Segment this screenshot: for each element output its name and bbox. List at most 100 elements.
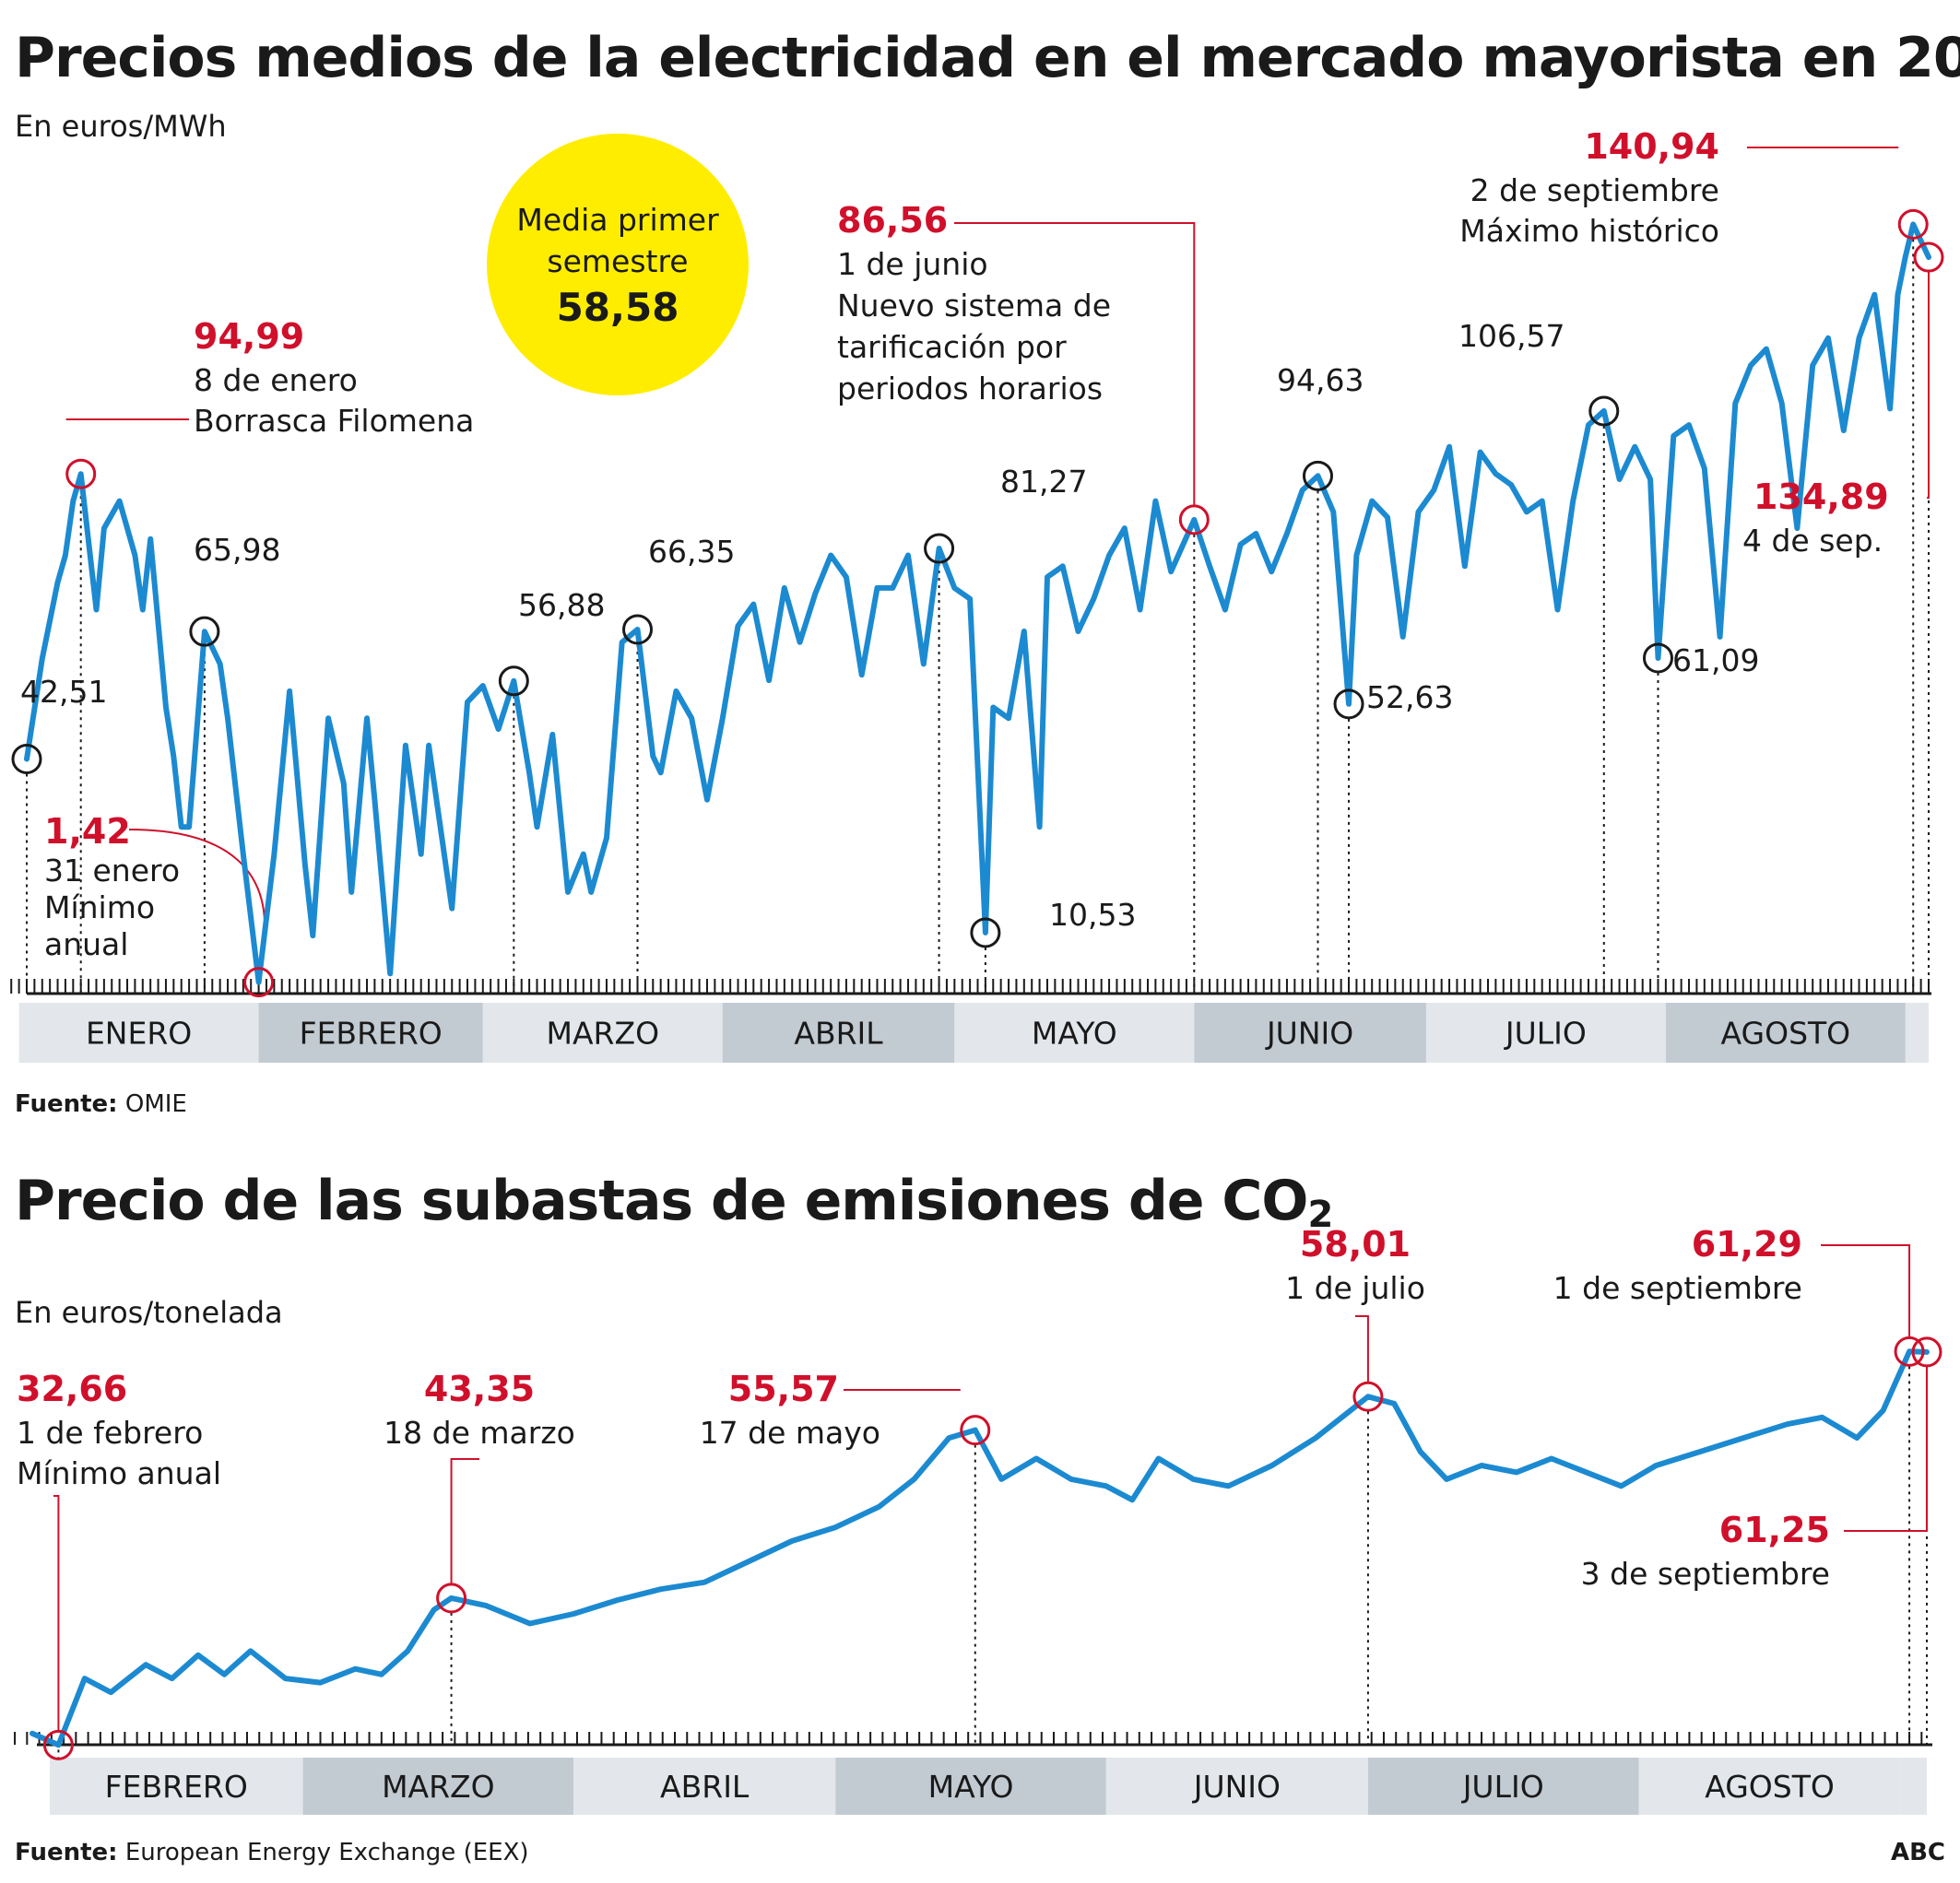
source-value: European Energy Exchange (EEX) — [124, 1839, 529, 1866]
leader-line — [1355, 1315, 1369, 1383]
month-band — [1194, 1003, 1426, 1063]
month-label: JULIO — [1504, 1016, 1587, 1052]
annotation-value: 1,42 — [44, 811, 131, 852]
month-label: MARZO — [546, 1016, 659, 1052]
chart2-unit: En euros/tonelada — [15, 1295, 283, 1330]
month-band — [49, 1758, 303, 1815]
point-marker — [1642, 642, 1673, 674]
highlight-marker — [1894, 1336, 1925, 1367]
average-bubble — [487, 134, 749, 395]
month-band — [258, 1003, 483, 1063]
month-band — [1425, 1003, 1666, 1063]
month-band — [1367, 1758, 1639, 1815]
bubble-line1: Media primer — [516, 202, 719, 238]
leader-line — [53, 1495, 60, 1731]
leader-lines — [65, 147, 1930, 968]
value-label: 66,35 — [648, 534, 735, 570]
source-value: OMIE — [124, 1090, 187, 1118]
highlight-marker — [436, 1583, 467, 1614]
point-marker — [11, 743, 42, 774]
month-band — [573, 1758, 836, 1815]
month-label: FEBRERO — [300, 1016, 443, 1052]
source-label: Fuente: — [15, 1090, 118, 1118]
annotation-text: Borrasca Filomena — [194, 403, 474, 439]
month-label: MAYO — [928, 1769, 1014, 1805]
value-label: 56,88 — [518, 587, 605, 623]
highlight-marker — [42, 1729, 74, 1760]
point-marker — [189, 616, 220, 647]
month-band — [954, 1003, 1195, 1063]
month-band — [302, 1758, 574, 1815]
annotation-text: 31 enero — [44, 853, 180, 889]
point-marker — [970, 917, 1001, 948]
annotation-text: 18 de marzo — [384, 1415, 575, 1451]
publisher-logo: ABC — [1890, 1839, 1945, 1866]
annotation-text: anual — [44, 926, 128, 962]
month-band — [1905, 1003, 1929, 1063]
month-band — [1900, 1758, 1927, 1815]
annotation-value: 86,56 — [837, 200, 948, 241]
annotation-text: 17 de mayo — [700, 1415, 880, 1451]
chart2-title-text: Precio de las subastas de emisiones de C… — [15, 1169, 1308, 1233]
highlight-marker — [1897, 208, 1929, 240]
annotation-text: 3 de septiembre — [1581, 1556, 1830, 1592]
month-band — [1665, 1003, 1906, 1063]
co2-price-line — [30, 1348, 1930, 1748]
month-bands: ENERO FEBRERO MARZO ABRIL MAYO JUNIO JULIO AGOS… — [18, 1003, 1929, 1063]
month-label: JUNIO — [1265, 1016, 1353, 1052]
highlight-marker — [243, 967, 275, 998]
month-bands: FEBRERO MARZO ABRIL MAYO JUNIO JULIO AGOSTO — [49, 1758, 1927, 1815]
month-label: ABRIL — [794, 1016, 883, 1052]
point-markers — [42, 1336, 1942, 1760]
value-label: 61,09 — [1672, 642, 1759, 678]
highlight-marker — [1911, 1336, 1942, 1368]
bubble-value: 58,58 — [557, 285, 679, 330]
value-label: 94,63 — [1277, 362, 1364, 398]
annotation-text: tarificación por — [837, 329, 1067, 365]
value-label: 65,98 — [194, 532, 280, 568]
month-label: JUNIO — [1192, 1769, 1281, 1805]
point-marker — [1333, 688, 1364, 720]
month-label: MARZO — [382, 1769, 495, 1805]
month-band — [1638, 1758, 1901, 1815]
value-label: 52,63 — [1366, 679, 1453, 715]
annotation-value: 61,25 — [1719, 1510, 1830, 1550]
point-marker — [498, 665, 529, 697]
annotation-value: 58,01 — [1300, 1224, 1411, 1265]
annotation-value: 134,89 — [1753, 477, 1889, 517]
annotation-text: 1 de julio — [1285, 1270, 1425, 1306]
month-band — [722, 1003, 955, 1063]
point-marker — [924, 533, 955, 564]
highlight-marker — [1178, 504, 1210, 535]
chart1-source: Fuente: OMIE — [15, 1090, 187, 1118]
month-label: AGOSTO — [1721, 1016, 1851, 1052]
chart1-title: Precios medios de la electricidad en el … — [15, 26, 1960, 90]
highlight-marker — [1913, 241, 1944, 273]
month-label: ABRIL — [660, 1769, 750, 1805]
annotation-text: periodos horarios — [837, 371, 1103, 406]
dotted-guides — [57, 1366, 1928, 1760]
chart2-source: Fuente: European Energy Exchange (EEX) — [15, 1839, 529, 1866]
annotation-text: 2 de septiembre — [1470, 172, 1719, 208]
leader-line — [450, 1458, 479, 1583]
co2-price-chart: FEBRERO MARZO ABRIL MAYO JUNIO JULIO AGOSTO 32… — [14, 1224, 1942, 1815]
annotation-text: 1 de febrero — [17, 1415, 203, 1451]
leader-lines — [53, 1244, 1928, 1731]
month-label: ENERO — [86, 1016, 192, 1052]
highlight-marker — [960, 1415, 991, 1446]
chart2-title-subscript: 2 — [1307, 1194, 1333, 1236]
month-band — [1105, 1758, 1368, 1815]
value-label: 81,27 — [1000, 464, 1087, 500]
leader-line — [954, 222, 1196, 505]
highlight-marker — [65, 458, 97, 489]
highlight-marker — [1352, 1381, 1384, 1412]
month-band — [482, 1003, 723, 1063]
value-label: 42,51 — [20, 674, 107, 710]
month-label: AGOSTO — [1705, 1769, 1835, 1805]
annotation-value: 55,57 — [728, 1369, 839, 1409]
value-label: 10,53 — [1049, 897, 1136, 933]
electricity-price-chart: ENERO FEBRERO MARZO ABRIL MAYO JUNIO JULIO AGOS… — [10, 126, 1944, 1063]
annotation-value: 43,35 — [424, 1369, 535, 1409]
annotation-text: 8 de enero — [194, 362, 358, 398]
month-label: JULIO — [1461, 1769, 1544, 1805]
